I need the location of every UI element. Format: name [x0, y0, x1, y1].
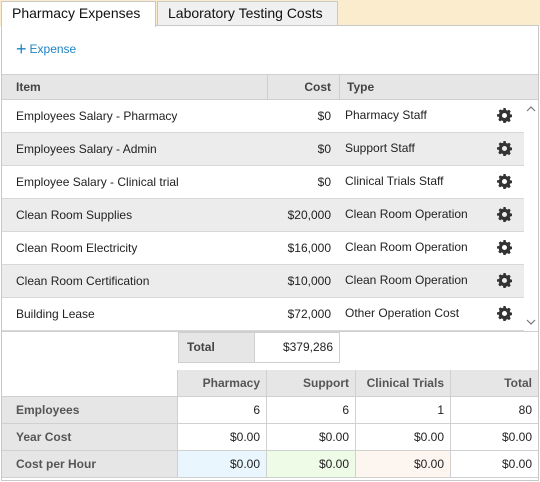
gear-icon[interactable] — [497, 133, 513, 165]
summary-header-row: Pharmacy Support Clinical Trials Total — [2, 370, 538, 397]
summary-cell: 80 — [451, 397, 538, 424]
add-expense-label: Expense — [29, 42, 77, 56]
column-header-cost[interactable]: Cost — [267, 75, 339, 99]
summary-cell: $0.00 — [451, 424, 538, 451]
table-row[interactable]: Employees Salary - Admin $0 Support Staf… — [2, 133, 524, 166]
total-value: $379,286 — [282, 340, 333, 354]
row-type: Clean Room Operation — [345, 273, 468, 287]
summary-row-label: Employees — [2, 397, 178, 424]
table-row[interactable]: Clean Room Supplies $20,000 Clean Room O… — [2, 199, 524, 232]
scroll-down-icon[interactable] — [526, 317, 536, 327]
row-type: Clean Room Operation — [345, 240, 468, 254]
table-row[interactable]: Clean Room Certification $10,000 Clean R… — [2, 265, 524, 298]
row-item: Clean Room Certification — [16, 274, 150, 288]
summary-cell: $0.00 — [267, 451, 356, 478]
summary-row-cost-per-hour: Cost per Hour $0.00 $0.00 $0.00 $0.00 — [2, 451, 538, 478]
summary-cell: $0.00 — [267, 424, 356, 451]
expense-rows: Employees Salary - Pharmacy $0 Pharmacy … — [2, 100, 524, 331]
add-expense-button[interactable]: + Expense — [16, 39, 77, 59]
summary-header-support: Support — [267, 370, 356, 397]
table-row[interactable]: Employee Salary - Clinical trial $0 Clin… — [2, 166, 524, 199]
row-cost: $16,000 — [287, 241, 331, 255]
divider — [2, 331, 538, 332]
summary-header-total: Total — [451, 370, 538, 397]
row-type: Support Staff — [345, 141, 415, 155]
gear-icon[interactable] — [497, 100, 513, 132]
summary-header-clinical-trials: Clinical Trials — [356, 370, 451, 397]
summary-cell: $0.00 — [356, 424, 451, 451]
staff-summary-table: Pharmacy Support Clinical Trials Total E… — [2, 370, 538, 478]
grid-scrollbar[interactable] — [524, 100, 538, 331]
summary-cell: 6 — [267, 397, 356, 424]
summary-cell: $0.00 — [178, 451, 267, 478]
row-type: Clinical Trials Staff — [345, 174, 444, 188]
summary-row-label: Cost per Hour — [2, 451, 178, 478]
summary-cell: $0.00 — [451, 451, 538, 478]
row-item: Clean Room Supplies — [16, 208, 133, 222]
row-item: Employee Salary - Clinical trial — [16, 175, 179, 189]
summary-row-label: Year Cost — [2, 424, 178, 451]
table-row[interactable]: Employees Salary - Pharmacy $0 Pharmacy … — [2, 100, 524, 133]
row-item: Employees Salary - Pharmacy — [16, 109, 178, 123]
gear-icon[interactable] — [497, 166, 513, 198]
summary-cell: $0.00 — [178, 424, 267, 451]
row-type: Clean Room Operation — [345, 207, 468, 221]
row-cost: $0 — [317, 109, 331, 123]
table-row[interactable]: Clean Room Electricity $16,000 Clean Roo… — [2, 232, 524, 265]
tab-laboratory-testing-costs[interactable]: Laboratory Testing Costs — [157, 1, 338, 26]
row-cost: $0 — [317, 142, 331, 156]
summary-row-employees: Employees 6 6 1 80 — [2, 397, 538, 424]
column-header-item[interactable]: Item — [16, 80, 41, 94]
row-type: Pharmacy Staff — [345, 108, 427, 122]
row-type: Other Operation Cost — [345, 306, 460, 320]
row-item: Building Lease — [16, 307, 95, 321]
row-item: Clean Room Electricity — [16, 241, 138, 255]
summary-cell: 1 — [356, 397, 451, 424]
scroll-up-icon[interactable] — [526, 104, 536, 114]
summary-header-pharmacy: Pharmacy — [178, 370, 267, 397]
plus-icon: + — [16, 39, 27, 59]
summary-cell: $0.00 — [356, 451, 451, 478]
tab-bar: Pharmacy Expenses Laboratory Testing Cos… — [0, 0, 540, 27]
expenses-panel: + Expense Item Cost Type Employees Salar… — [1, 25, 539, 481]
total-label: Total — [179, 333, 255, 362]
tab-pharmacy-expenses[interactable]: Pharmacy Expenses — [1, 1, 156, 27]
summary-row-year-cost: Year Cost $0.00 $0.00 $0.00 $0.00 — [2, 424, 538, 451]
summary-corner — [2, 370, 178, 397]
total-summary: Total $379,286 — [178, 332, 340, 363]
summary-cell: 6 — [178, 397, 267, 424]
row-cost: $72,000 — [287, 307, 331, 321]
gear-icon[interactable] — [497, 298, 513, 330]
row-cost: $20,000 — [287, 208, 331, 222]
column-header-type[interactable]: Type — [339, 75, 538, 99]
row-cost: $10,000 — [287, 274, 331, 288]
table-row[interactable]: Building Lease $72,000 Other Operation C… — [2, 298, 524, 331]
grid-header: Item Cost Type — [2, 74, 538, 100]
gear-icon[interactable] — [497, 265, 513, 297]
row-cost: $0 — [317, 175, 331, 189]
gear-icon[interactable] — [497, 199, 513, 231]
gear-icon[interactable] — [497, 232, 513, 264]
row-item: Employees Salary - Admin — [16, 142, 157, 156]
